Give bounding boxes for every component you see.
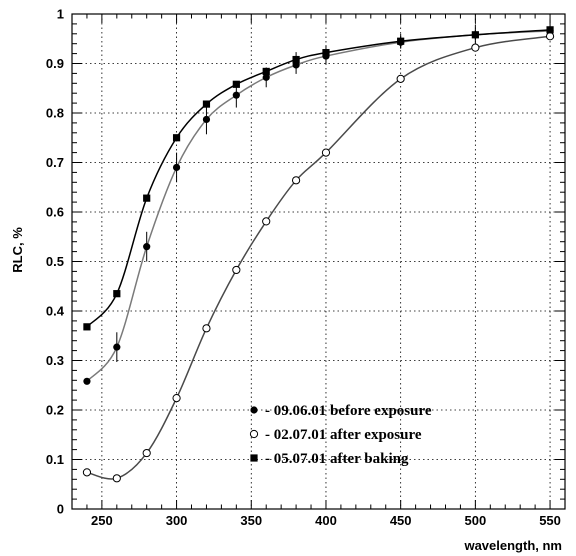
- data-point: [202, 115, 211, 124]
- data-point: [292, 61, 300, 69]
- data-point: [546, 26, 554, 34]
- data-point: [172, 134, 181, 142]
- data-point: [262, 73, 270, 81]
- data-point: [113, 290, 121, 298]
- x-tick-label: 450: [390, 513, 412, 528]
- x-tick-label: 550: [539, 513, 561, 528]
- y-tick-label: 0.4: [46, 304, 65, 319]
- legend-marker-1: [250, 406, 258, 414]
- data-point: [397, 37, 405, 45]
- y-tick-label: 0.8: [46, 106, 64, 121]
- data-point: [232, 91, 240, 99]
- data-point: [143, 243, 151, 251]
- data-point: [202, 100, 211, 108]
- tick-labels: 250 300 350 400 450 500 550 0 0.1 0.2 0.3 0.4 0.5 0.6…: [46, 7, 561, 529]
- y-tick-label: 0.9: [46, 56, 64, 71]
- data-point: [83, 377, 91, 385]
- x-tick-label: 350: [240, 513, 262, 528]
- data-point: [232, 265, 241, 275]
- data-point: [292, 55, 300, 64]
- data-point: [172, 394, 181, 403]
- data-point: [321, 148, 331, 157]
- series-line-1: [86, 30, 551, 382]
- data-point: [83, 323, 91, 331]
- y-tick-label: 0.5: [46, 254, 64, 269]
- y-tick-label: 0.1: [46, 452, 64, 467]
- data-point: [262, 67, 270, 76]
- y-tick-label: 0.6: [46, 205, 64, 220]
- data-point: [112, 474, 121, 483]
- data-point: [322, 49, 330, 57]
- x-tick-label: 250: [91, 513, 113, 528]
- axis-ticks: [71, 13, 566, 510]
- data-markers: [82, 26, 555, 483]
- x-axis-label: wavelength, nm: [463, 538, 562, 553]
- legend-marker-3: [250, 454, 258, 462]
- series-line-3: [86, 29, 551, 328]
- data-point: [291, 176, 301, 185]
- x-tick-label: 400: [315, 513, 337, 528]
- data-point: [396, 74, 405, 83]
- y-tick-label: 0.7: [46, 155, 64, 170]
- y-tick-label: 0.3: [46, 353, 64, 368]
- data-point: [262, 217, 271, 226]
- data-point: [232, 80, 240, 88]
- legend-marker-2: [249, 429, 259, 439]
- legend: - 09.06.01 before exposure - 02.07.01 aft…: [249, 403, 432, 467]
- legend-label-2: - 02.07.01 after exposure: [265, 427, 422, 443]
- x-tick-label: 500: [465, 513, 487, 528]
- data-point: [82, 468, 92, 477]
- grid-lines: [72, 14, 565, 509]
- data-point: [471, 31, 479, 39]
- data-point: [172, 163, 181, 172]
- data-point: [143, 194, 151, 202]
- x-tick-label: 300: [166, 513, 188, 528]
- y-tick-label: 0.2: [46, 403, 64, 418]
- data-point: [202, 324, 211, 333]
- data-point: [142, 448, 151, 458]
- data-point: [113, 343, 121, 351]
- y-tick-label: 0: [57, 502, 64, 517]
- legend-label-1: - 09.06.01 before exposure: [265, 403, 432, 419]
- y-tick-label: 1: [57, 7, 64, 22]
- y-axis-label: RLC, %: [10, 227, 25, 273]
- data-point: [545, 32, 555, 41]
- legend-label-3: - 05.07.01 after baking: [265, 451, 409, 467]
- data-point: [471, 43, 480, 52]
